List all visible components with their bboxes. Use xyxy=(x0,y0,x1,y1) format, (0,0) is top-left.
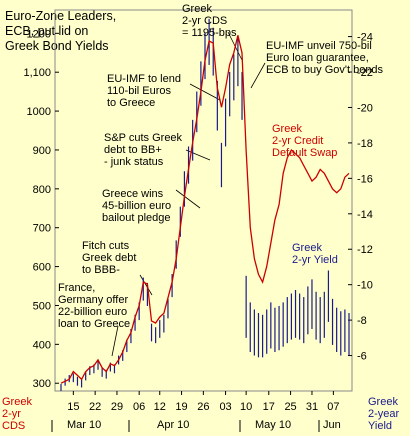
cds-label-line: Greek xyxy=(272,123,302,135)
right-axis-tick-label: -24 xyxy=(357,32,373,44)
right-axis-tick-label: -16 xyxy=(357,173,373,185)
chart-title-line-1: Euro-Zone Leaders, xyxy=(5,9,116,23)
x-axis-tick-label: 25 xyxy=(284,401,296,413)
annotation-line: Greek xyxy=(182,3,212,15)
leader-sp xyxy=(185,149,211,161)
annotation-line: Greece wins xyxy=(102,188,164,200)
annotation-cds1195: Greek 2-yr CDS = 1195-bps xyxy=(182,3,237,39)
month-label-jun: Jun xyxy=(323,419,341,431)
right-axis-tick-label: -10 xyxy=(357,280,373,292)
annotation-line: 110-bil Euros xyxy=(107,85,171,97)
month-label-apr: Apr 10 xyxy=(157,419,189,431)
leader-wins xyxy=(175,189,201,209)
right-axis-tick-label: -14 xyxy=(357,209,373,221)
x-axis-tick-label: 19 xyxy=(175,401,187,413)
x-axis-tick-label: 12 xyxy=(154,401,166,413)
left-axis-tick-label: 800 xyxy=(33,184,51,196)
right-axis-title: Greek 2-year Yield xyxy=(368,396,400,432)
annotation-line: 2-yr CDS xyxy=(182,15,227,27)
left-axis-title-line: Greek xyxy=(2,396,32,408)
right-axis-ticks: -6 -8 -10 -12 -14 -16 -18 -20 -22 -24 xyxy=(348,32,373,363)
yield-series-label: Greek 2-yr Yield xyxy=(292,242,338,266)
x-axis-tick-label: 17 xyxy=(263,401,275,413)
x-axis-tick-label: 26 xyxy=(197,401,209,413)
cds-label-line: 2-yr Credit xyxy=(272,135,323,147)
left-axis-title-line: 2-yr xyxy=(2,408,21,420)
x-axis-tick-label: 15 xyxy=(67,401,79,413)
annotation-line: = 1195-bps xyxy=(182,27,237,39)
annotation-fr-de: France, Germany offer 22-billion euro lo… xyxy=(58,282,130,330)
annotation-imf110: EU-IMF to lend 110-bil Euros to Greece xyxy=(107,73,181,109)
right-axis-tick-label: -18 xyxy=(357,138,373,150)
annotation-line: loan to Greece xyxy=(58,318,130,330)
right-axis-tick-label: -22 xyxy=(357,67,373,79)
leader-fr-de xyxy=(111,325,119,357)
x-axis-tick-label: 22 xyxy=(89,401,101,413)
right-axis-tick-label: -8 xyxy=(357,315,367,327)
leader-imf110 xyxy=(189,83,221,101)
annotation-line: Fitch cuts xyxy=(82,240,130,252)
x-axis-tick-label: 06 xyxy=(133,401,145,413)
right-axis-tick-label: -12 xyxy=(357,244,373,256)
left-axis-tick-label: 700 xyxy=(33,223,51,235)
annotation-line: EU-IMF unveil 750-bil xyxy=(266,40,372,52)
annotation-line: France, xyxy=(58,282,95,294)
x-axis-tick-label: 29 xyxy=(111,401,123,413)
left-axis-tick-label: 1200 xyxy=(27,28,51,40)
right-axis-tick-label: -6 xyxy=(357,351,367,363)
yield-series xyxy=(60,18,350,391)
left-axis-title-line: CDS xyxy=(2,420,25,432)
leader-imf750 xyxy=(250,62,266,89)
chart-title-line-3: Greek Bond Yields xyxy=(5,39,109,53)
cds-series-line xyxy=(60,35,350,384)
annotation-line: bailout pledge xyxy=(102,212,171,224)
annotation-line: - junk status xyxy=(104,156,164,168)
x-axis-tick-label: 10 xyxy=(240,401,252,413)
annotation-line: S&P cuts Greek xyxy=(104,132,183,144)
annotation-line: 45-billion euro xyxy=(102,200,171,212)
leader-fitch xyxy=(139,274,153,296)
annotation-line: to BBB- xyxy=(82,264,120,276)
left-axis-tick-label: 500 xyxy=(33,300,51,312)
chart-title-line-2: ECB, put lid on xyxy=(5,24,88,38)
annotation-line: EU-IMF to lend xyxy=(107,73,181,85)
right-axis-title-line: Yield xyxy=(368,420,392,432)
right-axis-tick-label: -20 xyxy=(357,102,373,114)
x-axis-tick-label: 03 xyxy=(219,401,231,413)
annotation-fitch: Fitch cuts Greek debt to BBB- xyxy=(82,240,136,276)
x-axis-tick-label: 07 xyxy=(327,401,339,413)
left-axis-tick-label: 900 xyxy=(33,145,51,157)
right-axis-title-line: Greek xyxy=(368,396,398,408)
annotation-line: debt to BB+ xyxy=(104,144,162,156)
month-label-mar: Mar 10 xyxy=(67,419,101,431)
x-axis-tick-label: 31 xyxy=(306,401,318,413)
x-axis-ticks: 15 22 29 06 12 19 26 03 10 17 25 31 07 xyxy=(67,391,339,413)
left-axis-tick-label: 1000 xyxy=(27,106,51,118)
cds-label-line: Default Swap xyxy=(272,147,337,159)
annotation-line: 22-billion euro xyxy=(58,306,127,318)
annotation-line: Euro loan guarantee, xyxy=(266,52,369,64)
annotation-line: Germany offer xyxy=(58,294,128,306)
cds-series-label: Greek 2-yr Credit Default Swap xyxy=(272,123,337,159)
annotation-wins: Greece wins 45-billion euro bailout pled… xyxy=(102,188,171,224)
yield-label-line: 2-yr Yield xyxy=(292,254,338,266)
yield-label-line: Greek xyxy=(292,242,322,254)
left-axis-tick-label: 300 xyxy=(33,378,51,390)
right-axis-title-line: 2-year xyxy=(368,408,400,420)
left-axis-title: Greek 2-yr CDS xyxy=(2,396,32,432)
annotation-sp: S&P cuts Greek debt to BB+ - junk status xyxy=(104,132,183,168)
month-label-may: May 10 xyxy=(255,419,291,431)
left-axis-tick-label: 1,100 xyxy=(23,67,51,79)
annotation-line: to Greece xyxy=(107,97,155,109)
annotation-line: Greek debt xyxy=(82,252,136,264)
annotation-line: ECB to buy Gov't bonds xyxy=(266,64,384,76)
annotation-imf750: EU-IMF unveil 750-bil Euro loan guarante… xyxy=(266,40,384,76)
left-axis-tick-label: 400 xyxy=(33,339,51,351)
left-axis-ticks: 300 400 500 600 700 800 900 1000 1,100 1200 xyxy=(23,28,59,390)
left-axis-tick-label: 600 xyxy=(33,262,51,274)
